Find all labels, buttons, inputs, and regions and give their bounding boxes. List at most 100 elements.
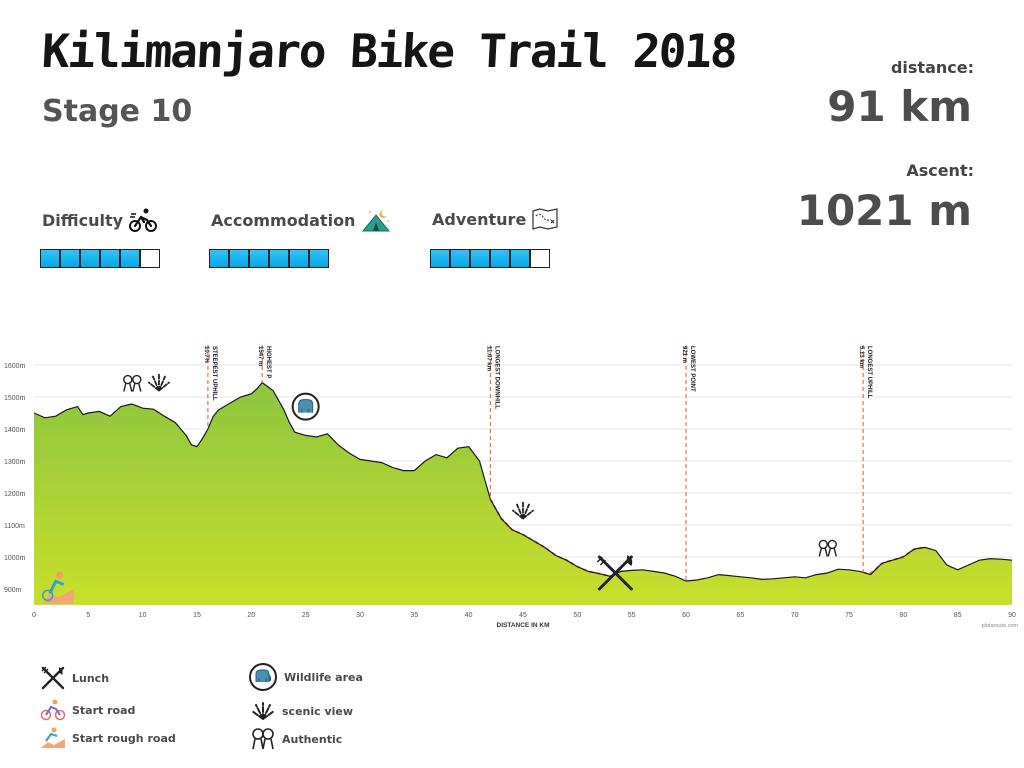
scenic-view-icon — [148, 373, 170, 392]
rating-cell — [210, 250, 230, 267]
y-tick-label: 1400m — [4, 427, 26, 434]
difficulty-rating: Difficulty — [42, 208, 158, 232]
start-rough-road-icon — [41, 571, 74, 604]
rating-cell — [141, 250, 159, 267]
x-tick-label: 80 — [899, 612, 907, 619]
lunch-icon — [596, 555, 633, 591]
rating-cell — [81, 250, 101, 267]
annotation-label: HIGHEST P — [265, 346, 271, 378]
ascent-label: Ascent: — [906, 161, 974, 180]
rating-cell — [270, 250, 290, 267]
y-tick-label: 1500m — [4, 395, 26, 402]
annotation-value: 921 m — [681, 346, 687, 363]
legend-label-authentic: Authentic — [282, 732, 343, 746]
tent-icon — [362, 210, 391, 232]
x-tick-label: 35 — [410, 612, 418, 619]
x-tick-label: 65 — [736, 612, 744, 619]
wildlife-icon — [291, 392, 320, 421]
start-road-icon — [40, 699, 66, 721]
rating-cell — [310, 250, 328, 267]
legend-label-start-rough-road: Start rough road — [72, 731, 176, 745]
x-tick-label: 85 — [954, 612, 962, 619]
x-tick-label: 90 — [1008, 612, 1016, 619]
legend-item-scenic-view: scenic view — [250, 699, 353, 723]
rating-cell — [290, 250, 310, 267]
distance-label: distance: — [890, 58, 974, 77]
rating-cell — [101, 250, 121, 267]
rating-cell — [61, 250, 81, 267]
rating-cell — [531, 250, 549, 267]
difficulty-bar — [40, 249, 160, 268]
distance-value: 91 km — [827, 82, 972, 131]
credit-label: plotaroute.com — [982, 623, 1019, 629]
accommodation-rating: Accommodation — [211, 208, 391, 232]
x-tick-label: 30 — [356, 612, 364, 619]
x-axis-label: DISTANCE IN KM — [497, 622, 550, 629]
annotation-value: 5.13 km — [858, 346, 864, 368]
legend-item-authentic: Authentic — [250, 727, 342, 751]
x-tick-label: 10 — [139, 612, 147, 619]
authentic-icon — [123, 374, 142, 392]
accommodation-bar — [209, 249, 329, 268]
y-tick-label: 1100m — [4, 523, 25, 530]
x-tick-label: 20 — [247, 612, 255, 619]
rating-cell — [41, 250, 61, 267]
x-tick-label: 70 — [791, 612, 799, 619]
y-tick-label: 1600m — [4, 363, 26, 370]
rating-cell — [511, 250, 531, 267]
x-tick-label: 60 — [682, 612, 690, 619]
authentic-icon — [818, 539, 837, 557]
x-tick-label: 0 — [32, 612, 36, 619]
scenic-view-icon — [251, 702, 275, 720]
x-tick-label: 40 — [465, 612, 473, 619]
cyclist-icon — [129, 208, 158, 232]
legend-label-scenic-view: scenic view — [282, 704, 354, 718]
legend-item-wildlife: Wildlife area — [248, 662, 363, 692]
map-icon — [532, 208, 558, 230]
y-tick-label: 900m — [4, 587, 22, 594]
elevation-area — [34, 382, 1012, 605]
legend-label-lunch: Lunch — [72, 671, 110, 685]
rating-cell — [121, 250, 141, 267]
annotation-value: 10.7% — [203, 346, 209, 364]
authentic-icon — [252, 728, 274, 750]
start-rough-road-icon — [41, 727, 65, 748]
x-tick-label: 50 — [573, 612, 581, 619]
annotation-label: STEEPEST UPHILL — [211, 346, 217, 401]
x-tick-label: 75 — [845, 612, 853, 619]
wildlife-icon — [249, 663, 277, 691]
adventure-bar — [430, 249, 550, 268]
rating-cell — [471, 250, 491, 267]
rating-cell — [250, 250, 270, 267]
annotation-label: LONGEST DOWNHILL — [493, 346, 499, 409]
legend-item-start-rough-road: Start rough road — [40, 727, 176, 749]
annotation-value: 1547 m — [257, 346, 263, 366]
rating-cell — [451, 250, 471, 267]
x-tick-label: 5 — [86, 612, 90, 619]
x-tick-label: 55 — [628, 612, 636, 619]
x-tick-label: 15 — [193, 612, 201, 619]
ascent-value: 1021 m — [796, 186, 972, 235]
y-tick-label: 1300m — [4, 459, 26, 466]
elevation-line — [33, 381, 1013, 582]
stage-subtitle: Stage 10 — [42, 94, 193, 129]
x-tick-label: 25 — [302, 612, 310, 619]
legend-label-start-road: Start road — [72, 703, 136, 717]
legend-label-wildlife: Wildlife area — [284, 670, 363, 684]
y-tick-label: 1200m — [4, 491, 26, 498]
rating-cell — [491, 250, 511, 267]
y-tick-label: 1000m — [4, 555, 26, 562]
legend-item-lunch: Lunch — [40, 665, 109, 691]
scenic-view-icon — [512, 501, 534, 520]
rating-cell — [431, 250, 451, 267]
legend-item-start-road: Start road — [40, 699, 135, 721]
annotation-label: LOWEST POINT — [689, 346, 695, 392]
rating-cell — [230, 250, 250, 267]
accommodation-label: Accommodation — [211, 210, 356, 230]
annotation-label: LONGEST UPHILL — [866, 346, 872, 399]
page-title: Kilimanjaro Bike Trail 2018 — [40, 24, 738, 78]
difficulty-label: Difficulty — [42, 210, 124, 230]
annotation-value: 11.07 km — [485, 346, 491, 371]
adventure-label: Adventure — [432, 209, 527, 229]
